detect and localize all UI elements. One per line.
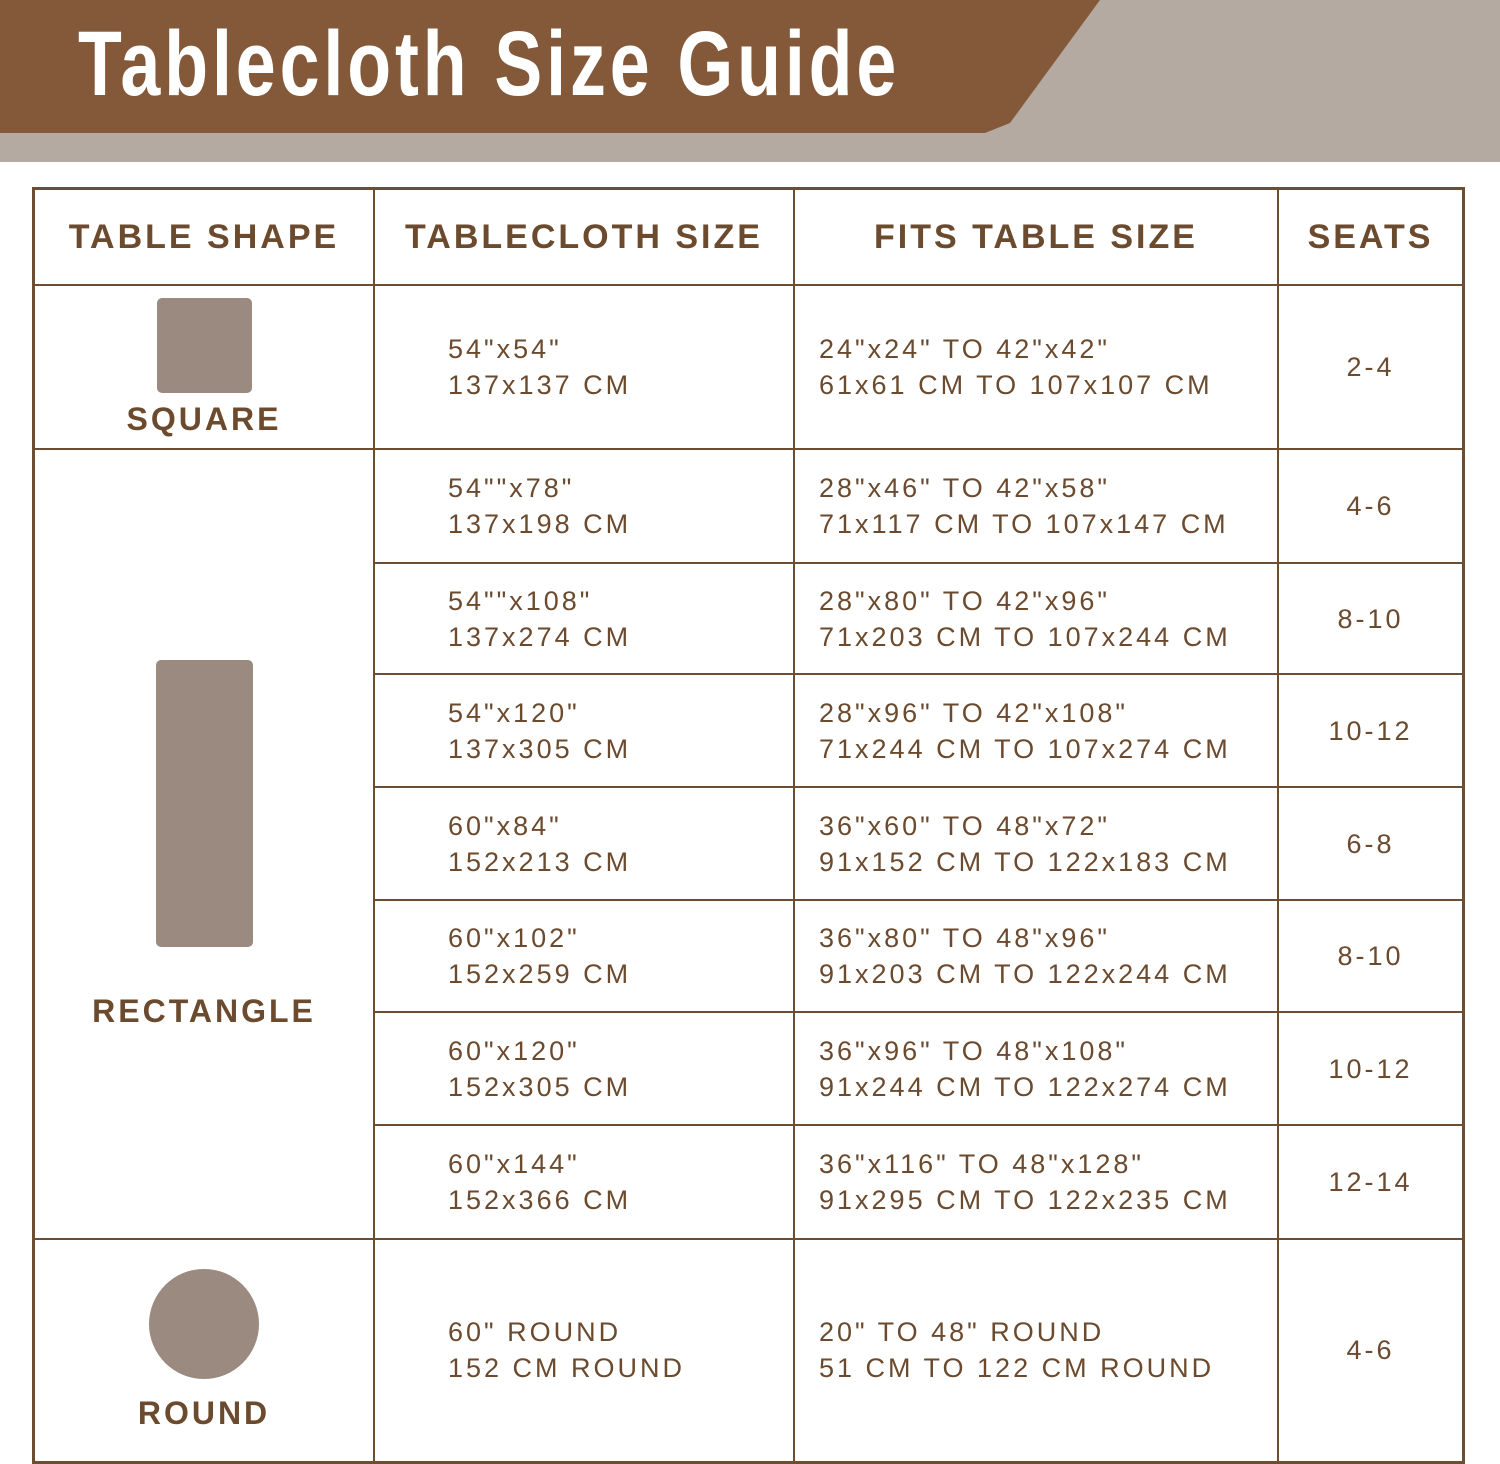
square-shape-icon [156, 297, 252, 393]
seats-cell: 6-8 [1277, 786, 1465, 901]
fits-cm: 91x203 CM TO 122x244 CM [819, 959, 1231, 989]
size-cm: 137x198 CM [448, 509, 632, 539]
fits-size-cell: 36"x116" TO 48"x128" 91x295 CM TO 122x235… [793, 1124, 1279, 1240]
fits-size-cell: 20" TO 48" ROUND 51 CM TO 122 CM ROUND [793, 1238, 1279, 1463]
fits-cm: 61x61 CM TO 107x107 CM [819, 370, 1213, 400]
tablecloth-size-cell: 60"x144" 152x366 CM [373, 1124, 795, 1240]
seats-cell: 10-12 [1277, 673, 1465, 788]
shape-round-cell: ROUND [32, 1238, 375, 1463]
seats-cell: 10-12 [1277, 1011, 1465, 1126]
fits-inches: 36"x60" TO 48"x72" [819, 810, 1110, 841]
rectangle-shape-icon [155, 659, 253, 947]
header-seats: SEATS [1277, 187, 1465, 286]
table-row: RECTANGLE 54""x78" 137x198 CM 28"x46" TO 42… [32, 448, 1465, 1240]
header-row: TABLE SHAPE TABLECLOTH SIZE FITS TABLE S… [32, 187, 1465, 286]
tablecloth-size-cell: 60"x84" 152x213 CM [373, 786, 795, 901]
fits-size-cell: 28"x80" TO 42"x96" 71x203 CM TO 107x244 C… [793, 562, 1279, 675]
fits-cm: 71x203 CM TO 107x244 CM [819, 621, 1231, 652]
table-row: 54"x120" 137x305 CM 28"x96" TO 42"x108" 71x… [34, 673, 1465, 788]
round-shape-icon [149, 1269, 259, 1380]
fits-size-cell: 24"x24" TO 42"x42" 61x61 CM TO 107x107 CM [793, 284, 1279, 450]
shape-rectangle-cell: RECTANGLE [32, 448, 375, 1240]
table-row: 54""x108" 137x274 CM 28"x80" TO 42"x96" 71x… [34, 562, 1465, 675]
table-row: 60"x120" 152x305 CM 36"x96" TO 48"x108" 91x… [34, 1011, 1465, 1126]
size-inches: 54""x108" [448, 585, 593, 616]
fits-inches: 24"x24" TO 42"x42" [819, 334, 1110, 364]
shape-label: RECTANGLE [92, 992, 316, 1029]
fits-cm: 91x295 CM TO 122x235 CM [819, 1185, 1231, 1215]
tablecloth-size-cell: 54""x78" 137x198 CM [373, 448, 795, 564]
fits-inches: 36"x96" TO 48"x108" [819, 1035, 1129, 1066]
seats-cell: 4-6 [1277, 1238, 1465, 1463]
size-inches: 60"x84" [448, 810, 562, 841]
tablecloth-size-cell: 60"x120" 152x305 CM [373, 1011, 795, 1126]
size-inches: 54"x54" [448, 334, 562, 364]
seats-cell: 4-6 [1277, 448, 1465, 564]
seats-cell: 8-10 [1277, 562, 1465, 675]
size-inches: 60"x102" [448, 923, 580, 953]
size-cm: 152x213 CM [448, 846, 632, 877]
fits-size-cell: 36"x96" TO 48"x108" 91x244 CM TO 122x274 … [793, 1011, 1279, 1126]
size-inches: 54""x78" [448, 473, 575, 503]
title-banner [0, 0, 1100, 133]
size-cm: 137x274 CM [448, 621, 632, 652]
fits-cm: 51 CM TO 122 CM ROUND [819, 1353, 1215, 1384]
fits-cm: 71x244 CM TO 107x274 CM [819, 733, 1231, 764]
shape-label: SQUARE [126, 400, 282, 437]
header-fits-table-size: FITS TABLE SIZE [793, 187, 1279, 286]
fits-inches: 36"x80" TO 48"x96" [819, 923, 1110, 953]
fits-inches: 20" TO 48" ROUND [819, 1317, 1105, 1348]
tablecloth-size-cell: 54"x54" 137x137 CM [373, 284, 795, 450]
fits-inches: 36"x116" TO 48"x128" [819, 1149, 1145, 1179]
header-table-shape: TABLE SHAPE [32, 187, 375, 286]
size-inches: 60" ROUND [448, 1317, 622, 1348]
table-row: 60"x84" 152x213 CM 36"x60" TO 48"x72" 91x15… [34, 786, 1465, 901]
seats-cell: 12-14 [1277, 1124, 1465, 1240]
size-cm: 152x305 CM [448, 1071, 632, 1102]
table-row: 60"x102" 152x259 CM 36"x80" TO 48"x96" 91x2… [34, 899, 1465, 1013]
fits-inches: 28"x46" TO 42"x58" [819, 473, 1110, 503]
size-cm: 137x305 CM [448, 733, 632, 764]
header-tablecloth-size: TABLECLOTH SIZE [373, 187, 795, 286]
size-inches: 60"x120" [448, 1035, 580, 1066]
size-inches: 60"x144" [448, 1149, 580, 1179]
tablecloth-size-cell: 54"x120" 137x305 CM [373, 673, 795, 788]
size-cm: 152x366 CM [448, 1185, 632, 1215]
fits-cm: 71x117 CM TO 107x147 CM [819, 509, 1229, 539]
page-title: Tablecloth Size Guide [78, 13, 901, 115]
fits-size-cell: 36"x80" TO 48"x96" 91x203 CM TO 122x244 C… [793, 899, 1279, 1013]
tablecloth-size-cell: 54""x108" 137x274 CM [373, 562, 795, 675]
size-cm: 152 CM ROUND [448, 1353, 686, 1384]
table-row: ROUND 60" ROUND 152 CM ROUND 20" TO 48" ROU… [32, 1238, 1465, 1463]
fits-size-cell: 28"x96" TO 42"x108" 71x244 CM TO 107x274 … [793, 673, 1279, 788]
tablecloth-size-cell: 60" ROUND 152 CM ROUND [373, 1238, 795, 1463]
fits-cm: 91x244 CM TO 122x274 CM [819, 1071, 1231, 1102]
fits-inches: 28"x80" TO 42"x96" [819, 585, 1110, 616]
fits-cm: 91x152 CM TO 122x183 CM [819, 846, 1231, 877]
shape-label: ROUND [137, 1395, 271, 1432]
tablecloth-size-cell: 60"x102" 152x259 CM [373, 899, 795, 1013]
size-cm: 152x259 CM [448, 959, 632, 989]
table-row: SQUARE 54"x54" 137x137 CM 24"x24" TO 42"x42… [32, 284, 1465, 450]
shape-square-cell: SQUARE [32, 284, 375, 450]
seats-cell: 2-4 [1277, 284, 1465, 450]
seats-cell: 8-10 [1277, 899, 1465, 1013]
fits-size-cell: 36"x60" TO 48"x72" 91x152 CM TO 122x183 C… [793, 786, 1279, 901]
size-inches: 54"x120" [448, 697, 580, 728]
table-row: 60"x144" 152x366 CM 36"x116" TO 48"x128" 91… [34, 1124, 1465, 1240]
fits-size-cell: 28"x46" TO 42"x58" 71x117 CM TO 107x147 C… [793, 448, 1279, 564]
fits-inches: 28"x96" TO 42"x108" [819, 697, 1129, 728]
size-cm: 137x137 CM [448, 370, 632, 400]
size-table: TABLE SHAPE TABLECLOTH SIZE FITS TABLE S… [32, 187, 1465, 1464]
